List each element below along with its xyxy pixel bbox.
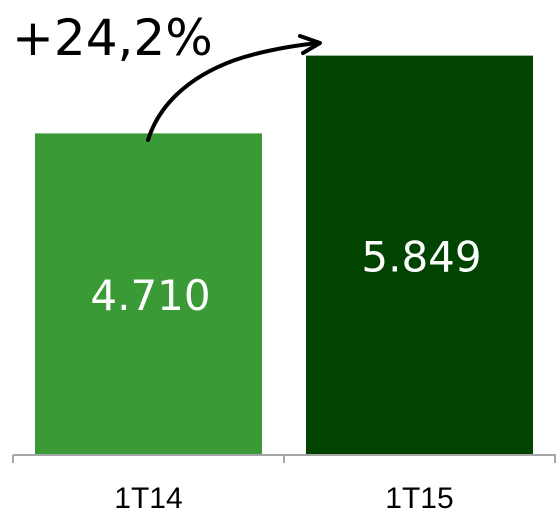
data-label-1t14: 4.710 xyxy=(90,271,210,320)
x-axis xyxy=(12,454,556,463)
tick-label-1t15: 1T15 xyxy=(385,482,453,513)
bar-1t14 xyxy=(35,133,262,455)
data-label-1t15: 5.849 xyxy=(361,232,481,281)
tick-label-1t14: 1T14 xyxy=(114,482,182,513)
bars: 4.710 5.849 xyxy=(35,55,533,455)
tick-labels: 1T14 1T15 xyxy=(114,482,453,513)
bar-1t15 xyxy=(306,55,533,455)
growth-arrow-icon xyxy=(146,41,320,142)
growth-annotation: +24,2% xyxy=(12,9,322,142)
growth-arrowhead-icon xyxy=(298,34,322,55)
growth-label: +24,2% xyxy=(12,9,213,67)
